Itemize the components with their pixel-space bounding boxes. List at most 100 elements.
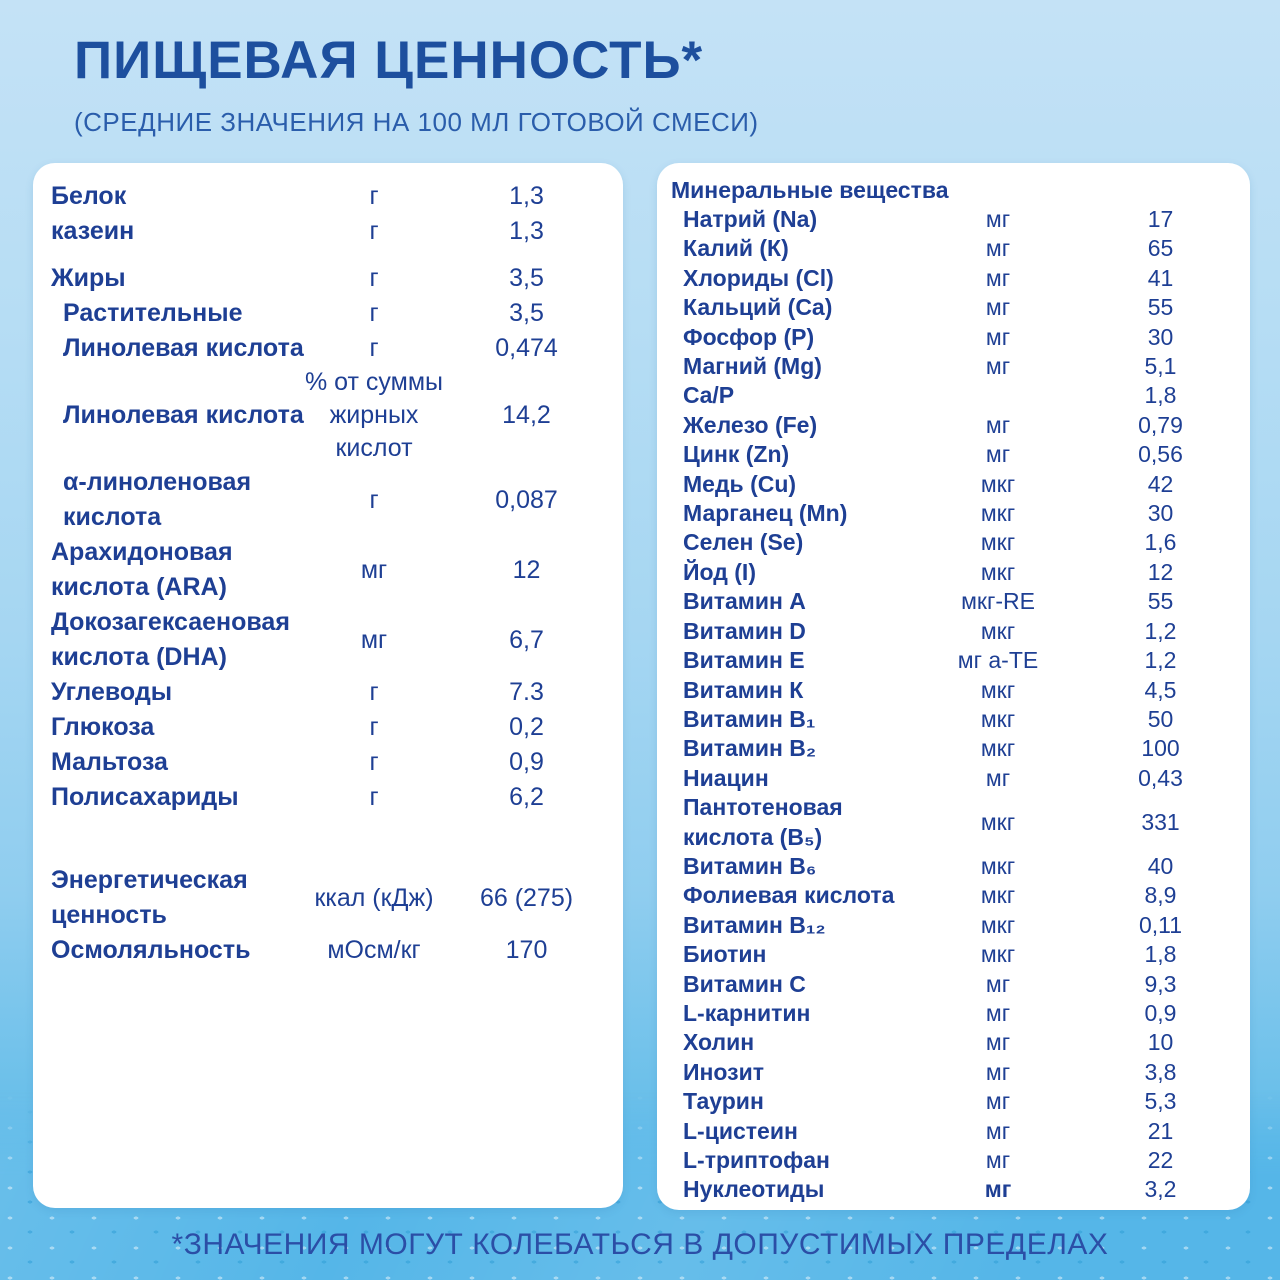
table-row: Магний (Mg) мг 5,1 bbox=[671, 352, 1238, 381]
row-unit: мОсм/кг bbox=[327, 936, 421, 964]
row-unit: г bbox=[369, 748, 379, 776]
row-label: Фосфор (P) bbox=[683, 323, 815, 350]
row-value: 1,2 bbox=[1144, 647, 1177, 674]
row-value: 22 bbox=[1147, 1147, 1174, 1173]
table-row: Медь (Cu) мкг 42 bbox=[671, 470, 1238, 499]
row-value: 66 (275) bbox=[479, 883, 574, 912]
row-value: 30 bbox=[1147, 323, 1174, 350]
row-value: 0,43 bbox=[1138, 764, 1183, 791]
row-label: Мальтоза bbox=[51, 748, 168, 776]
row-value: 5,3 bbox=[1144, 1088, 1177, 1115]
row-unit: мг bbox=[984, 1176, 1012, 1203]
row-label: Марганец (Mn) bbox=[683, 500, 848, 527]
row-label: Хлориды (Cl) bbox=[683, 264, 834, 291]
table-row: Осмоляльность мОсм/кг 170 bbox=[45, 933, 609, 968]
row-value: 8,9 bbox=[1144, 882, 1177, 909]
row-label: Витамин А bbox=[683, 588, 806, 615]
row-unit: мг bbox=[985, 323, 1011, 350]
row-label: Таурин bbox=[683, 1088, 764, 1115]
row-unit: мкг bbox=[980, 941, 1016, 968]
row-value: 3,8 bbox=[1144, 1058, 1177, 1085]
row-label: Ниацин bbox=[683, 764, 769, 791]
row-value: 0,56 bbox=[1138, 441, 1183, 468]
page-header: ПИЩЕВАЯ ЦЕННОСТЬ* (СРЕДНИЕ ЗНАЧЕНИЯ НА 1… bbox=[74, 30, 759, 138]
row-unit: г bbox=[369, 783, 379, 811]
row-unit: % от суммы жирных кислот bbox=[305, 368, 443, 462]
row-label: L-триптофан bbox=[683, 1147, 830, 1173]
table-row: Мальтоза г 0,9 bbox=[45, 745, 609, 780]
row-label: Селен (Se) bbox=[683, 529, 804, 556]
table-row: Витамин B₁₂ мкг 0,11 bbox=[671, 911, 1238, 940]
row-unit: мкг bbox=[980, 808, 1016, 835]
table-row: L-цистеин мг 21 bbox=[671, 1117, 1238, 1146]
row-value: 9,3 bbox=[1144, 970, 1177, 997]
row-value: 1,6 bbox=[1144, 529, 1177, 556]
table-row: Фолиевая кислота мкг 8,9 bbox=[671, 881, 1238, 910]
row-label: Глюкоза bbox=[51, 713, 155, 741]
row-label: Фолиевая кислота bbox=[683, 882, 895, 909]
row-unit: мг bbox=[985, 411, 1011, 438]
row-unit: мг bbox=[985, 206, 1011, 232]
row-unit: мкг bbox=[980, 911, 1016, 938]
table-row: Натрий (Na) мг 17 bbox=[671, 205, 1238, 234]
row-unit: мкг bbox=[980, 617, 1016, 644]
row-unit: г bbox=[369, 485, 379, 514]
row-value: 55 bbox=[1147, 588, 1174, 615]
row-unit: мкг bbox=[980, 735, 1016, 762]
minerals-section-header: Минеральные вещества bbox=[671, 177, 949, 203]
page-subtitle: (СРЕДНИЕ ЗНАЧЕНИЯ НА 100 МЛ ГОТОВОЙ СМЕС… bbox=[74, 107, 759, 137]
minerals-vitamins-table: Натрий (Na) мг 17 Калий (К) мг 65 Хлорид… bbox=[671, 205, 1238, 1205]
row-unit: мг bbox=[985, 999, 1011, 1026]
row-unit: мкг bbox=[980, 882, 1016, 909]
table-row: Калий (К) мг 65 bbox=[671, 234, 1238, 263]
table-row: Фосфор (P) мг 30 bbox=[671, 323, 1238, 352]
row-value: 14,2 bbox=[502, 401, 551, 429]
row-value: 3,2 bbox=[1144, 1176, 1177, 1203]
row-label: Витамин B₆ bbox=[683, 852, 817, 879]
row-unit: мг bbox=[985, 294, 1011, 321]
table-row: L-карнитин мг 0,9 bbox=[671, 999, 1238, 1028]
minerals-vitamins-panel: Минеральные вещества Натрий (Na) мг 17 К… bbox=[657, 163, 1250, 1210]
row-unit: мкг bbox=[980, 529, 1016, 556]
table-row: L-триптофан мг 22 bbox=[671, 1146, 1238, 1175]
row-label: Нуклеотиды bbox=[683, 1176, 825, 1203]
row-label: Натрий (Na) bbox=[683, 206, 818, 232]
row-unit: мкг bbox=[980, 676, 1016, 703]
table-row: Кальций (Ca) мг 55 bbox=[671, 293, 1238, 322]
row-label: Магний (Mg) bbox=[683, 353, 822, 380]
row-label: Осмоляльность bbox=[51, 936, 251, 964]
table-row: Витамин К мкг 4,5 bbox=[671, 676, 1238, 705]
row-label: L-карнитин bbox=[683, 999, 811, 1026]
row-value: 65 bbox=[1147, 235, 1174, 262]
row-label: Инозит bbox=[683, 1058, 765, 1085]
row-label: Витамин B₂ bbox=[683, 735, 817, 762]
table-row: α-линоленовая кислота г 0,087 bbox=[45, 465, 609, 535]
table-row: Витамин Е мг a-TE 1,2 bbox=[671, 646, 1238, 675]
row-unit: г bbox=[369, 264, 379, 292]
row-value: 0,11 bbox=[1138, 911, 1183, 938]
row-unit: мг bbox=[985, 235, 1011, 262]
row-value: 0,2 bbox=[509, 713, 544, 741]
row-value: 21 bbox=[1147, 1117, 1174, 1144]
row-unit: мг bbox=[360, 625, 388, 654]
table-row: Энергетическая ценность ккал (кДж) 66 (2… bbox=[45, 863, 609, 933]
table-row: Биотин мкг 1,8 bbox=[671, 940, 1238, 969]
row-unit: мг bbox=[360, 555, 388, 584]
row-unit: мг bbox=[985, 1058, 1011, 1085]
row-unit: г bbox=[369, 713, 379, 741]
row-value: 50 bbox=[1147, 705, 1174, 732]
table-row: Витамин B₆ мкг 40 bbox=[671, 852, 1238, 881]
row-value: 100 bbox=[1141, 735, 1180, 762]
row-value: 170 bbox=[505, 936, 548, 964]
table-row: Цинк (Zn) мг 0,56 bbox=[671, 440, 1238, 469]
row-unit: мг bbox=[985, 1147, 1011, 1173]
row-label: Витамин D bbox=[683, 617, 806, 644]
row-value: 1,2 bbox=[1144, 617, 1177, 644]
row-unit: г bbox=[369, 678, 379, 706]
row-label: казеин bbox=[51, 217, 135, 245]
row-label: Йод (I) bbox=[683, 558, 756, 585]
table-row: Инозит мг 3,8 bbox=[671, 1058, 1238, 1087]
row-value: 42 bbox=[1147, 470, 1174, 497]
row-unit: мкг bbox=[980, 852, 1016, 879]
